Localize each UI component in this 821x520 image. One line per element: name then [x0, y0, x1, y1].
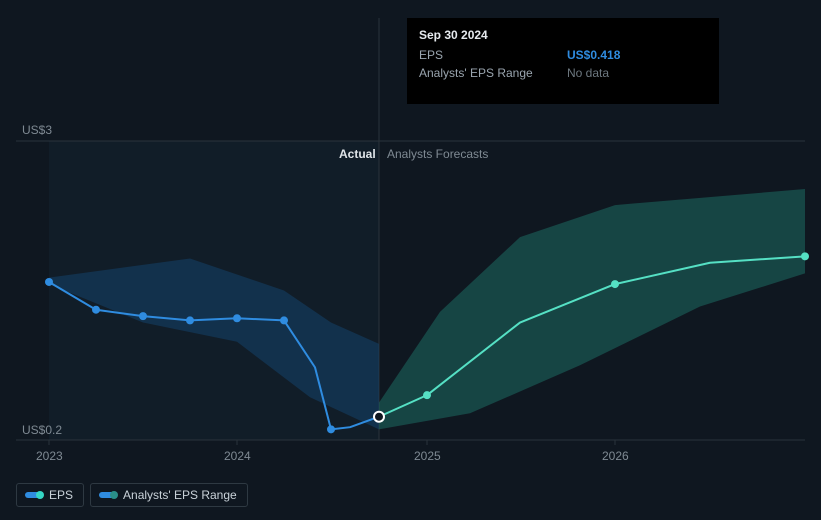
x-tick-0: 2023 — [36, 449, 63, 463]
legend: EPS Analysts' EPS Range — [16, 483, 248, 507]
legend-label-eps: EPS — [49, 488, 73, 502]
tooltip-value-0: US$0.418 — [567, 46, 620, 64]
eps-chart: US$3 US$0.2 Actual Analysts Forecasts 20… — [0, 0, 821, 520]
tooltip-label-1: Analysts' EPS Range — [419, 64, 567, 82]
y-axis-top-label: US$3 — [22, 123, 52, 137]
tooltip-value-1: No data — [567, 64, 609, 82]
legend-swatch-range — [99, 492, 115, 498]
region-label-forecast: Analysts Forecasts — [387, 147, 488, 161]
tooltip-label-0: EPS — [419, 46, 567, 64]
x-tick-1: 2024 — [224, 449, 251, 463]
tooltip-date: Sep 30 2024 — [419, 26, 707, 44]
legend-item-range[interactable]: Analysts' EPS Range — [90, 483, 248, 507]
x-tick-3: 2026 — [602, 449, 629, 463]
legend-swatch-eps — [25, 492, 41, 498]
tooltip-row-range: Analysts' EPS Range No data — [419, 64, 707, 82]
y-axis-bottom-label: US$0.2 — [22, 423, 62, 437]
region-label-actual: Actual — [339, 147, 376, 161]
legend-item-eps[interactable]: EPS — [16, 483, 84, 507]
tooltip-row-eps: EPS US$0.418 — [419, 46, 707, 64]
x-tick-2: 2025 — [414, 449, 441, 463]
legend-label-range: Analysts' EPS Range — [123, 488, 237, 502]
chart-tooltip: Sep 30 2024 EPS US$0.418 Analysts' EPS R… — [407, 18, 719, 104]
